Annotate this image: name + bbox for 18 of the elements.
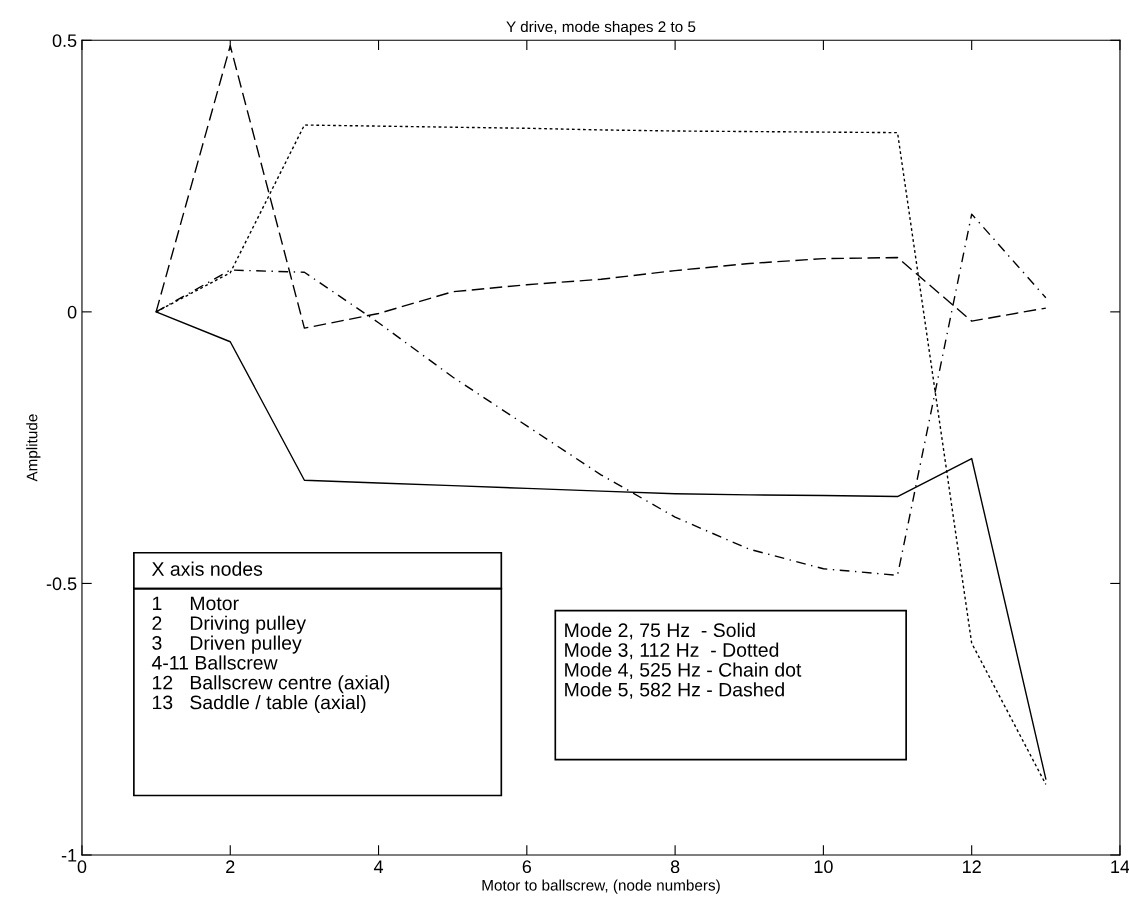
x-tick-label: 4: [373, 860, 384, 873]
y-axis-title: Amplitude: [26, 414, 41, 482]
x-tick-label: 0: [77, 860, 87, 874]
x-tick-label: 14: [1111, 860, 1129, 873]
annotation: X axis nodes: [151, 561, 263, 576]
chart-title: Y drive, mode shapes 2 to 5: [506, 20, 696, 36]
x-axis-title: Motor to ballscrew, (node numbers): [482, 879, 720, 894]
x-tick-label: 8: [670, 860, 680, 874]
x-tick-label: 12: [963, 860, 981, 873]
x-tick-label: 10: [814, 860, 833, 874]
y-tick-label: -0.5: [46, 577, 77, 591]
annotation: 1 Motor 2 Driving pulley 3 Driven pulley 4-11 Ballscrew 12 Ballscrew centre (axial) 13 Saddle / table (axial): [151, 596, 390, 714]
annotation: Mode 2, 75 Hz - Solid Mode 3, 112 Hz - Dotted Mode 4, 525 Hz - Chain dot Mode 5, 582 Hz - Dashed: [565, 622, 802, 699]
y-tick-label: 0: [67, 305, 77, 319]
y-tick-label: 0.5: [52, 34, 77, 48]
y-tick-label: -1: [61, 849, 77, 862]
x-tick-label: 6: [522, 860, 532, 874]
x-tick-label: 2: [226, 860, 235, 873]
